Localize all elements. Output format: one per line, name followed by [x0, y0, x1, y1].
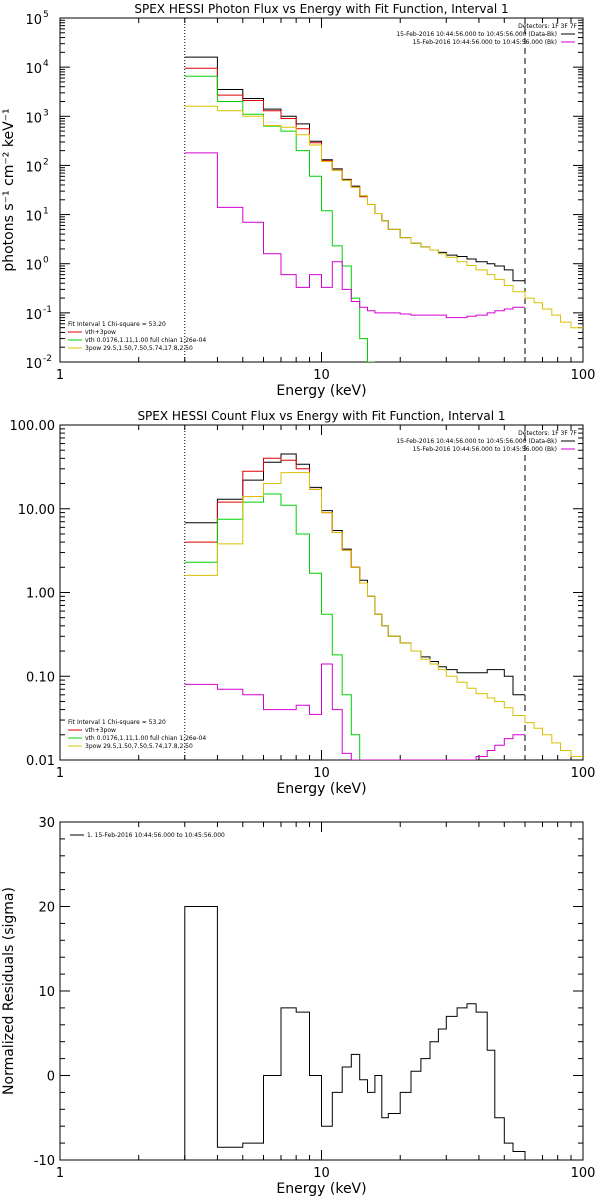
y-tick-label: -10 [34, 1154, 55, 1169]
y-axis-label: Normalized Residuals (sigma) [1, 887, 17, 1095]
x-tick-label: 10 [313, 766, 330, 781]
series-2-line [184, 75, 375, 362]
y-tick-exponent: 3 [43, 108, 49, 118]
chart-title: SPEX HESSI Photon Flux vs Energy with Fi… [134, 2, 508, 16]
x-axis-label: Energy (keV) [276, 383, 366, 399]
legend-header: Detectors: 1F 3F 7F [518, 23, 577, 30]
legend-entry-label: 15-Feb-2016 10:44:56.000 to 10:45:56.000… [413, 446, 557, 453]
x-axis-label: Energy (keV) [276, 1181, 366, 1197]
series-group [184, 56, 583, 362]
x-axis: 1 10 100 Energy (keV) [56, 18, 596, 399]
y-tick-label: 1.00 [26, 587, 55, 602]
legend-bottom-left: Fit Interval 1 Chi-square = 53.20vth+3po… [68, 719, 206, 750]
y-tick-exponent: 4 [43, 59, 49, 69]
legend-header: Fit Interval 1 Chi-square = 53.20 [68, 719, 166, 726]
series-1-line [184, 457, 368, 584]
x-tick-label: 1 [56, 368, 64, 383]
x-tick-label: 10 [313, 368, 330, 383]
series-0-line [184, 453, 525, 696]
legend-entry-label: 3pow 29.5,1.50,7.50,5.74,17.8,2.50 [85, 345, 193, 352]
y-tick-exponent: -2 [43, 354, 52, 364]
y-tick-label: 0.01 [26, 754, 55, 769]
series-group [184, 906, 526, 1160]
y-tick-label: 10 [25, 13, 42, 28]
y-axis-label: photons s⁻¹ cm⁻² keV⁻¹ [1, 108, 17, 271]
x-tick-label: 1 [56, 766, 64, 781]
y-tick-label: 10 [25, 111, 42, 126]
x-tick-label: 100 [571, 766, 596, 781]
y-axis: -10 0 10 20 30 Normalized Residuals (sigma) [1, 816, 583, 1169]
y-tick-label: 100.00 [10, 419, 56, 434]
x-tick-label: 100 [571, 1166, 596, 1181]
x-tick-label: 100 [571, 368, 596, 383]
y-tick-label: 10 [25, 357, 42, 372]
legend-entry-label: vth+3pow [85, 329, 116, 336]
y-tick-label: 30 [38, 816, 55, 831]
count-flux-panel: SPEX HESSI Count Flux vs Energy with Fit… [10, 409, 596, 797]
x-tick-label: 1 [56, 1166, 64, 1181]
series-0-line [184, 56, 525, 282]
y-tick-exponent: 0 [43, 256, 49, 266]
series-group [184, 453, 583, 760]
y-tick-label: 10 [25, 210, 42, 225]
chart-title: SPEX HESSI Count Flux vs Energy with Fit… [137, 409, 505, 423]
y-tick-label: 10.00 [18, 503, 55, 518]
series-0-line [184, 906, 526, 1160]
y-tick-label: 10 [38, 985, 55, 1000]
series-4-line [184, 663, 525, 760]
y-tick-exponent: 2 [43, 157, 49, 167]
legend-entry-label: 15-Feb-2016 10:44:56.000 to 10:45:56.000… [413, 39, 557, 46]
y-tick-label: 20 [38, 901, 55, 916]
x-tick-label: 10 [313, 1166, 330, 1181]
y-tick-exponent: 1 [43, 207, 49, 217]
legend-top-left: 1. 15-Feb-2016 10:44:56.000 to 10:45:56.… [70, 832, 225, 839]
series-3-line [184, 105, 583, 329]
x-axis: 1 10 100 Energy (keV) [56, 822, 596, 1197]
y-axis: 0.01 0.10 1.00 10.00 100.00 [10, 419, 583, 769]
legend-entry-label: 1. 15-Feb-2016 10:44:56.000 to 10:45:56.… [87, 832, 225, 839]
legend-header: Fit Interval 1 Chi-square = 53.20 [68, 321, 166, 328]
series-2-line [184, 493, 368, 760]
y-tick-label: 10 [25, 160, 42, 175]
legend-entry-label: vth+3pow [85, 727, 116, 734]
legend-entry-label: vth 0.0176,1.11,1.00 full chian 1.26e-04 [85, 735, 206, 742]
y-tick-exponent: -1 [43, 305, 52, 315]
y-tick-label: 10 [25, 308, 42, 323]
legend-entry-label: 3pow 29.5,1.50,7.50,5.74,17.8,2.50 [85, 743, 193, 750]
series-4-line [184, 152, 525, 319]
y-tick-label: 10 [25, 259, 42, 274]
y-tick-exponent: 5 [43, 10, 49, 20]
legend-header: Detectors: 1F 3F 7F [518, 430, 577, 437]
photon-flux-panel: SPEX HESSI Photon Flux vs Energy with Fi… [1, 2, 595, 399]
series-1-line [184, 67, 368, 198]
legend-entry-label: 15-Feb-2016 10:44:56.000 to 10:45:56.000… [396, 31, 557, 38]
y-tick-label: 0 [47, 1070, 55, 1085]
x-axis: 1 10 100 Energy (keV) [56, 425, 596, 797]
legend-entry-label: 15-Feb-2016 10:44:56.000 to 10:45:56.000… [396, 438, 557, 445]
legend-entry-label: vth 0.0176,1.11,1.00 full chian 1.26e-04 [85, 337, 206, 344]
residuals-panel: 1 10 100 Energy (keV) -10 0 10 20 30 Normalized R… [1, 816, 595, 1197]
y-tick-label: 0.10 [26, 670, 55, 685]
y-tick-label: 10 [25, 62, 42, 77]
x-axis-label: Energy (keV) [276, 781, 366, 797]
legend-bottom-left: Fit Interval 1 Chi-square = 53.20vth+3po… [68, 321, 206, 352]
series-3-line [184, 472, 583, 757]
